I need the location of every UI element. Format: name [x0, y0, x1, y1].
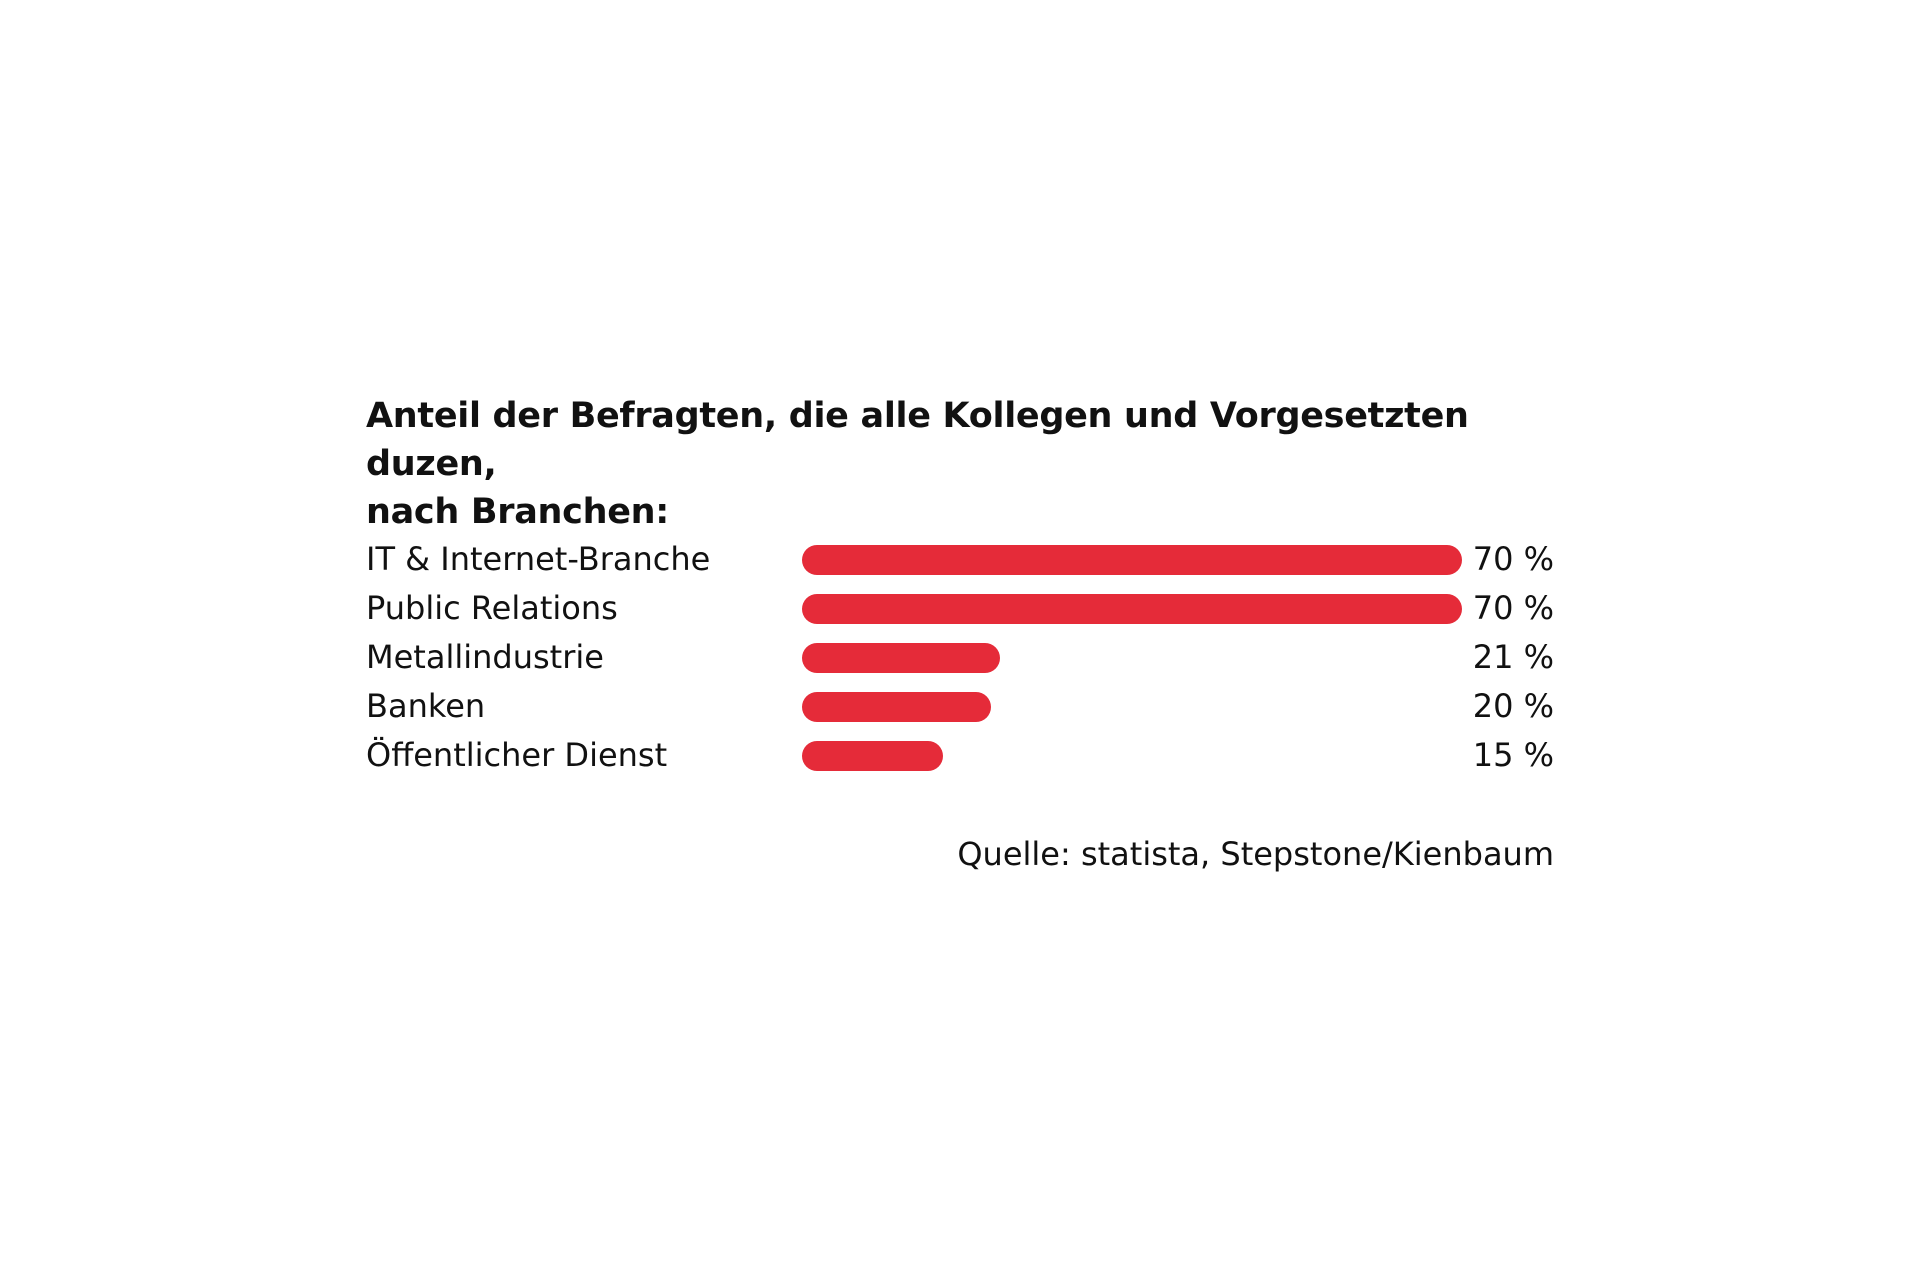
bar-track	[802, 545, 1462, 575]
value-label: 70 %	[1472, 589, 1554, 627]
chart-title-line-1: Anteil der Befragten, die alle Kollegen …	[366, 396, 1469, 484]
bar-row: Metallindustrie 21 %	[366, 633, 1554, 682]
category-label: Public Relations	[366, 589, 618, 627]
category-label: Banken	[366, 687, 486, 725]
bar-row: IT & Internet-Branche 70 %	[366, 535, 1554, 584]
chart-title-line-2: nach Branchen:	[366, 492, 669, 532]
source-note: Quelle: statista, Stepstone/Kienbaum	[957, 835, 1554, 873]
bar	[802, 741, 944, 771]
bar	[802, 643, 1000, 673]
chart-title: Anteil der Befragten, die alle Kollegen …	[366, 392, 1566, 536]
bar	[802, 545, 1462, 575]
category-label: IT & Internet-Branche	[366, 540, 711, 578]
category-label: Metallindustrie	[366, 638, 604, 676]
category-label: Öffentlicher Dienst	[366, 736, 668, 774]
bar-row: Öffentlicher Dienst 15 %	[366, 731, 1554, 780]
value-label: 20 %	[1472, 687, 1554, 725]
value-label: 15 %	[1472, 736, 1554, 774]
bar-row: Banken 20 %	[366, 682, 1554, 731]
value-label: 21 %	[1472, 638, 1554, 676]
value-label: 70 %	[1472, 540, 1554, 578]
bar-track	[802, 594, 1462, 624]
bar-track	[802, 643, 1462, 673]
bar	[802, 594, 1462, 624]
bar-row: Public Relations 70 %	[366, 584, 1554, 633]
bar	[802, 692, 991, 722]
bar-track	[802, 741, 1462, 771]
bar-track	[802, 692, 1462, 722]
